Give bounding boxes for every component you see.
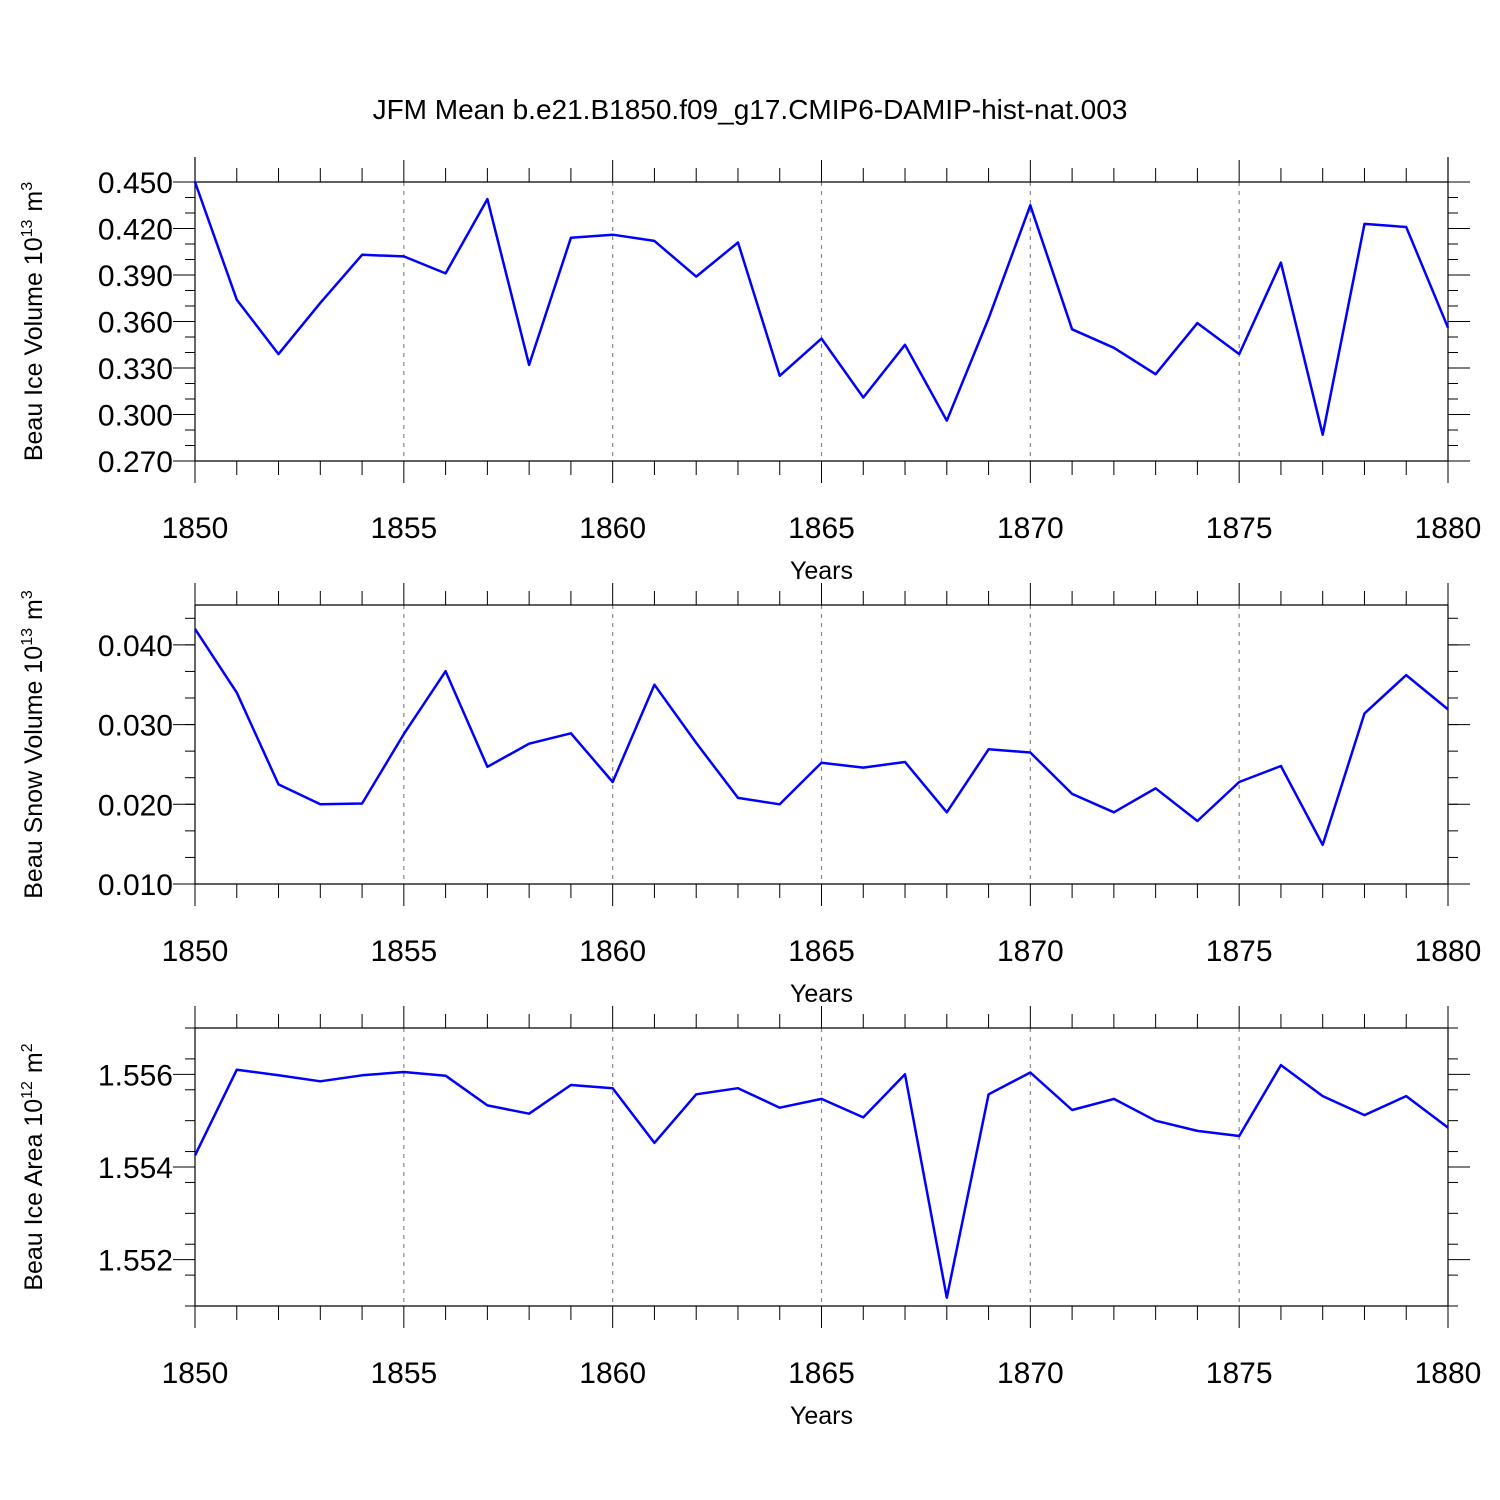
x-tick-label-1855: 1855 — [370, 512, 437, 545]
x-tick-label-1850: 1850 — [162, 512, 229, 545]
x-axis-label: Years — [790, 980, 853, 1008]
y-axis-label-text: Beau Snow Volume 10 — [20, 646, 48, 899]
x-tick-label-1880: 1880 — [1415, 512, 1482, 545]
y-axis-label-unit-exponent: 3 — [19, 590, 36, 599]
chart-title: JFM Mean b.e21.B1850.f09_g17.CMIP6-DAMIP… — [373, 94, 1128, 125]
y-tick-label-0.270: 0.270 — [98, 446, 173, 479]
y-tick-label-0.390: 0.390 — [98, 260, 173, 293]
x-tick-label-1860: 1860 — [579, 935, 646, 968]
x-tick-label-1865: 1865 — [788, 935, 855, 968]
y-axis-label: Beau Ice Area 1012 m2 — [19, 1043, 48, 1290]
x-axis-label: Years — [790, 1402, 853, 1430]
y-tick-label-0.300: 0.300 — [98, 400, 173, 433]
y-axis-label-exponent: 13 — [19, 219, 36, 237]
x-tick-label-1875: 1875 — [1206, 1357, 1273, 1390]
y-axis-label-text: Beau Ice Area 10 — [20, 1099, 48, 1291]
y-tick-label-0.020: 0.020 — [98, 789, 173, 822]
y-axis-label: Beau Snow Volume 1013 m3 — [19, 590, 48, 899]
x-tick-label-1875: 1875 — [1206, 512, 1273, 545]
x-tick-label-1855: 1855 — [370, 935, 437, 968]
x-tick-label-1870: 1870 — [997, 1357, 1064, 1390]
y-tick-label-0.030: 0.030 — [98, 710, 173, 743]
y-axis-label-exponent: 12 — [19, 1081, 36, 1099]
y-axis-label: Beau Ice Volume 1013 m3 — [19, 182, 48, 461]
y-tick-label-0.360: 0.360 — [98, 307, 173, 340]
x-tick-label-1850: 1850 — [162, 1357, 229, 1390]
series-line-1 — [193, 181, 1450, 436]
y-axis-label-unit: m — [20, 1052, 48, 1073]
panel-3: 1.552 1.554 1.556 1850 1855 1860 1865 1870 1875 1… — [19, 1006, 1481, 1430]
x-tick-label-1860: 1860 — [579, 1357, 646, 1390]
panel-2: 0.010 0.020 0.030 0.040 1850 1855 1860 1865 1870… — [19, 583, 1481, 1008]
y-tick-label-0.420: 0.420 — [98, 214, 173, 247]
x-tick-label-1880: 1880 — [1415, 935, 1482, 968]
series-line-2 — [193, 628, 1449, 847]
y-axis-label-unit-exponent: 2 — [19, 1043, 36, 1052]
series-line-3 — [193, 1063, 1449, 1299]
y-axis-label-text: Beau Ice Volume 10 — [20, 237, 48, 461]
x-tick-label-1850: 1850 — [162, 935, 229, 968]
y-tick-label-1.556: 1.556 — [98, 1059, 173, 1092]
y-tick-label-1.552: 1.552 — [98, 1245, 173, 1278]
y-axis-label-unit-exponent: 3 — [19, 182, 36, 191]
y-axis-label-exponent: 13 — [19, 628, 36, 646]
y-tick-label-0.040: 0.040 — [98, 630, 173, 663]
x-tick-label-1855: 1855 — [370, 1357, 437, 1390]
x-tick-label-1865: 1865 — [788, 1357, 855, 1390]
x-tick-label-1875: 1875 — [1206, 935, 1273, 968]
x-axis-label: Years — [790, 557, 853, 585]
y-tick-label-1.554: 1.554 — [98, 1152, 173, 1185]
y-axis-label-unit: m — [20, 599, 48, 620]
y-tick-label-0.010: 0.010 — [98, 869, 173, 902]
y-axis-label-unit: m — [20, 191, 48, 212]
x-tick-label-1860: 1860 — [579, 512, 646, 545]
x-tick-label-1865: 1865 — [788, 512, 855, 545]
x-tick-label-1870: 1870 — [997, 935, 1064, 968]
y-tick-label-0.450: 0.450 — [98, 167, 173, 200]
panel-1: 0.270 0.300 0.330 0.360 0.390 0.420 0.450 1850 1… — [19, 157, 1481, 585]
x-tick-label-1880: 1880 — [1415, 1357, 1482, 1390]
x-tick-label-1870: 1870 — [997, 512, 1064, 545]
y-tick-label-0.330: 0.330 — [98, 353, 173, 386]
